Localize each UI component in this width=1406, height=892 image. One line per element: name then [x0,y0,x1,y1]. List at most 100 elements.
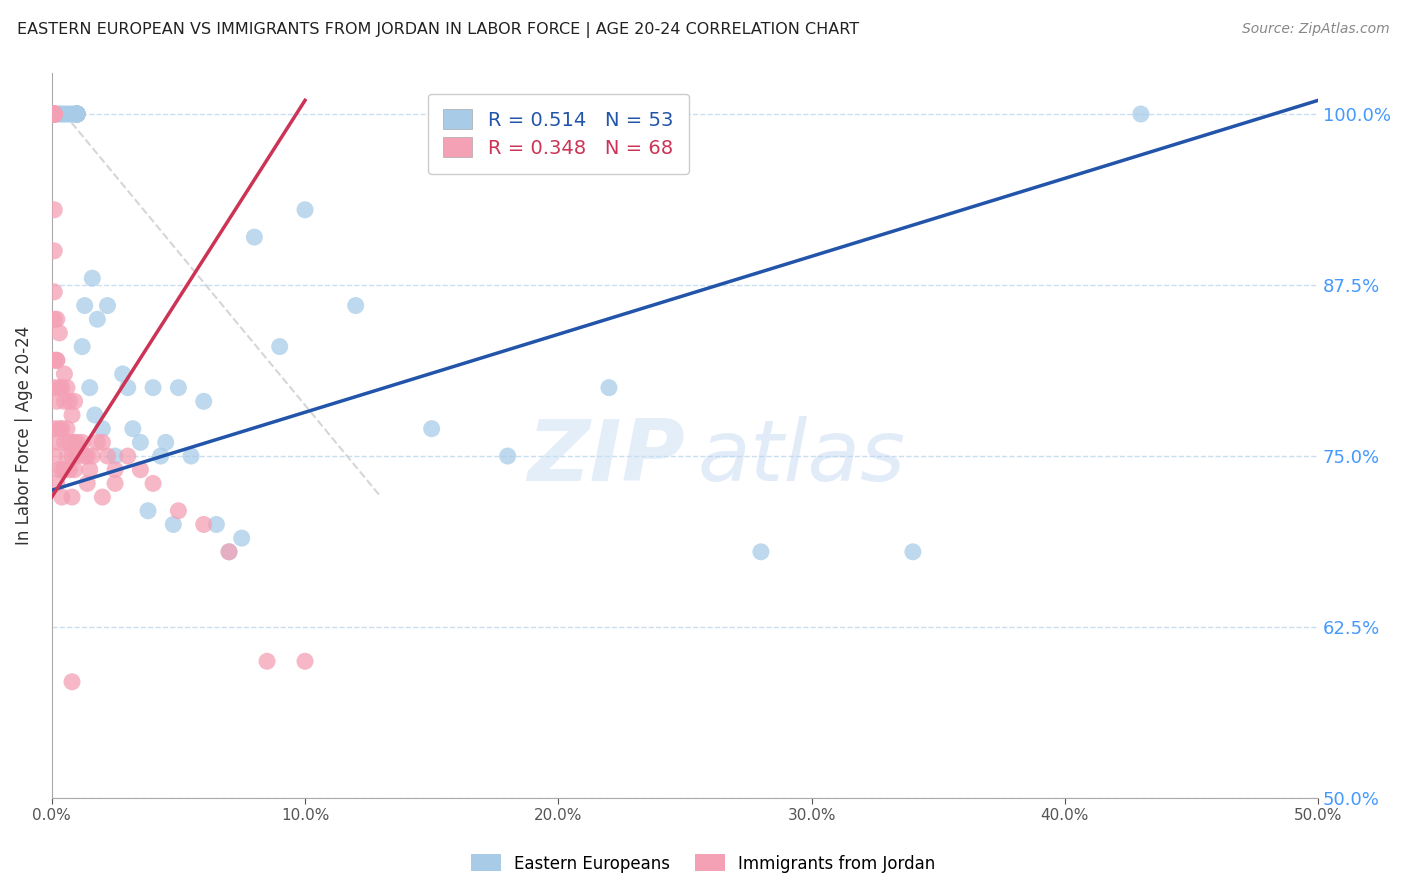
Point [66,107,89,121]
Point [63,435,86,450]
Point [51,463,73,477]
Point [344,299,367,313]
Point [1129,107,1152,121]
Point [45,353,67,368]
Text: EASTERN EUROPEAN VS IMMIGRANTS FROM JORDAN IN LABOR FORCE | AGE 20-24 CORRELATIO: EASTERN EUROPEAN VS IMMIGRANTS FROM JORD… [17,22,859,38]
Point [45,107,67,121]
Point [104,476,127,491]
Point [149,449,172,463]
Point [496,449,519,463]
Point [44,107,66,121]
Point [60,107,83,121]
Point [53,367,76,381]
Point [218,545,240,559]
Point [66,107,89,121]
Point [193,517,215,532]
Point [82,449,104,463]
Point [60,490,83,504]
Point [45,312,67,326]
Point [44,202,66,217]
Point [155,435,177,450]
Y-axis label: In Labor Force | Age 20-24: In Labor Force | Age 20-24 [15,326,32,545]
Point [48,381,70,395]
Point [83,408,105,422]
Point [70,435,93,450]
Point [901,545,924,559]
Point [44,107,66,121]
Point [66,435,89,450]
Point [66,107,89,121]
Point [91,422,114,436]
Point [53,435,76,450]
Point [44,422,66,436]
Point [79,381,101,395]
Point [142,381,165,395]
Point [56,422,79,436]
Point [53,394,76,409]
Point [44,107,66,121]
Point [44,244,66,258]
Point [66,107,89,121]
Point [44,107,66,121]
Point [66,449,89,463]
Point [44,107,66,121]
Point [44,107,66,121]
Point [121,422,143,436]
Point [91,435,114,450]
Point [48,422,70,436]
Point [82,271,104,285]
Point [104,449,127,463]
Point [218,545,240,559]
Point [129,435,152,450]
Point [294,654,316,668]
Point [73,449,96,463]
Point [44,285,66,299]
Point [63,394,86,409]
Point [269,340,291,354]
Point [53,463,76,477]
Point [66,107,89,121]
Point [58,435,80,450]
Point [86,312,108,326]
Point [51,381,73,395]
Text: ZIP: ZIP [527,416,685,499]
Point [73,299,96,313]
Point [598,381,620,395]
Point [44,312,66,326]
Point [45,476,67,491]
Point [60,674,83,689]
Point [70,340,93,354]
Point [294,202,316,217]
Point [45,353,67,368]
Point [44,107,66,121]
Point [96,299,118,313]
Point [60,408,83,422]
Point [66,107,89,121]
Point [104,463,127,477]
Point [53,107,76,121]
Point [193,394,215,409]
Point [243,230,266,244]
Point [48,326,70,340]
Point [60,449,83,463]
Point [63,107,86,121]
Point [44,107,66,121]
Legend: Eastern Europeans, Immigrants from Jordan: Eastern Europeans, Immigrants from Jorda… [464,847,942,880]
Point [162,517,184,532]
Point [58,463,80,477]
Point [231,531,253,545]
Point [76,476,98,491]
Legend: R = 0.514   N = 53, R = 0.348   N = 68: R = 0.514 N = 53, R = 0.348 N = 68 [427,94,689,174]
Point [205,517,228,532]
Point [56,449,79,463]
Point [51,490,73,504]
Point [66,107,89,121]
Point [136,504,159,518]
Point [66,107,89,121]
Point [111,367,134,381]
Point [180,449,202,463]
Point [58,394,80,409]
Point [58,107,80,121]
Point [66,107,89,121]
Point [96,449,118,463]
